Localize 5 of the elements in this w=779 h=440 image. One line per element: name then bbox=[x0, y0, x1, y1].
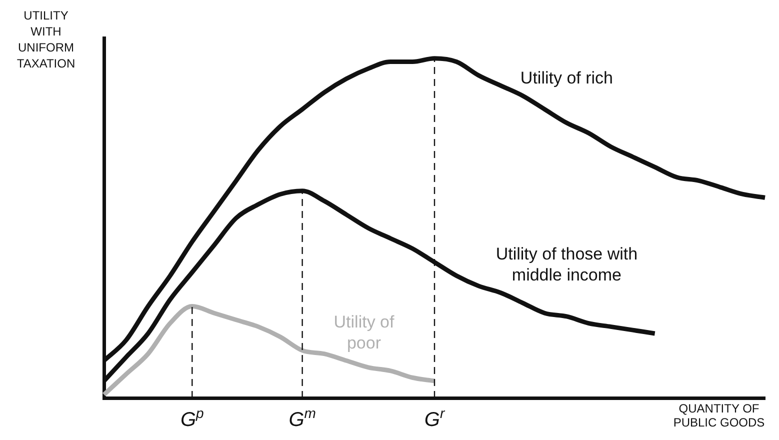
x-axis-title: QUANTITY OF PUBLIC GOODS bbox=[673, 401, 765, 430]
series-label: Utility of those with middle income bbox=[496, 244, 638, 285]
y-axis-title: UTILITY WITH UNIFORM TAXATION bbox=[16, 8, 76, 70]
series-label: Utility of poor bbox=[334, 312, 394, 353]
series-label: Utility of rich bbox=[520, 68, 613, 88]
